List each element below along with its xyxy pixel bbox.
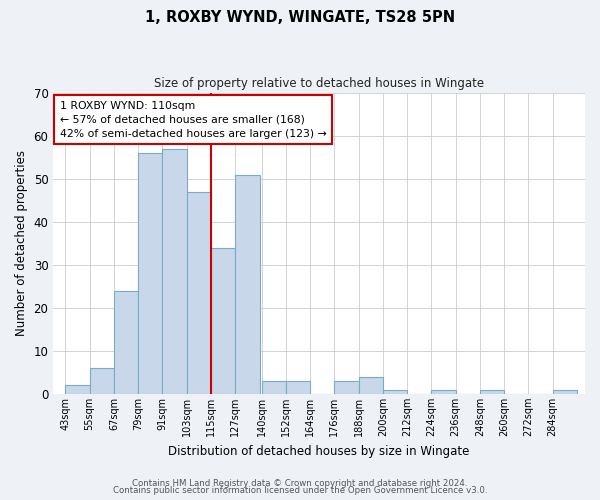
Y-axis label: Number of detached properties: Number of detached properties (15, 150, 28, 336)
Bar (383, 390, 407, 394)
Bar (211, 248, 235, 394)
Bar (235, 174, 260, 394)
Text: 1 ROXBY WYND: 110sqm
← 57% of detached houses are smaller (168)
42% of semi-deta: 1 ROXBY WYND: 110sqm ← 57% of detached h… (59, 100, 326, 138)
Bar (163, 149, 187, 394)
Bar (65, 386, 89, 394)
Bar (431, 390, 455, 394)
Bar (286, 381, 310, 394)
Bar (553, 390, 577, 394)
Bar (138, 153, 163, 394)
Text: 1, ROXBY WYND, WINGATE, TS28 5PN: 1, ROXBY WYND, WINGATE, TS28 5PN (145, 10, 455, 25)
Bar (187, 192, 211, 394)
Text: Contains HM Land Registry data © Crown copyright and database right 2024.: Contains HM Land Registry data © Crown c… (132, 478, 468, 488)
Bar (89, 368, 114, 394)
X-axis label: Distribution of detached houses by size in Wingate: Distribution of detached houses by size … (169, 444, 470, 458)
Bar (359, 376, 383, 394)
Bar (262, 381, 286, 394)
Title: Size of property relative to detached houses in Wingate: Size of property relative to detached ho… (154, 78, 484, 90)
Bar (480, 390, 504, 394)
Bar (114, 290, 138, 394)
Text: Contains public sector information licensed under the Open Government Licence v3: Contains public sector information licen… (113, 486, 487, 495)
Bar (334, 381, 359, 394)
